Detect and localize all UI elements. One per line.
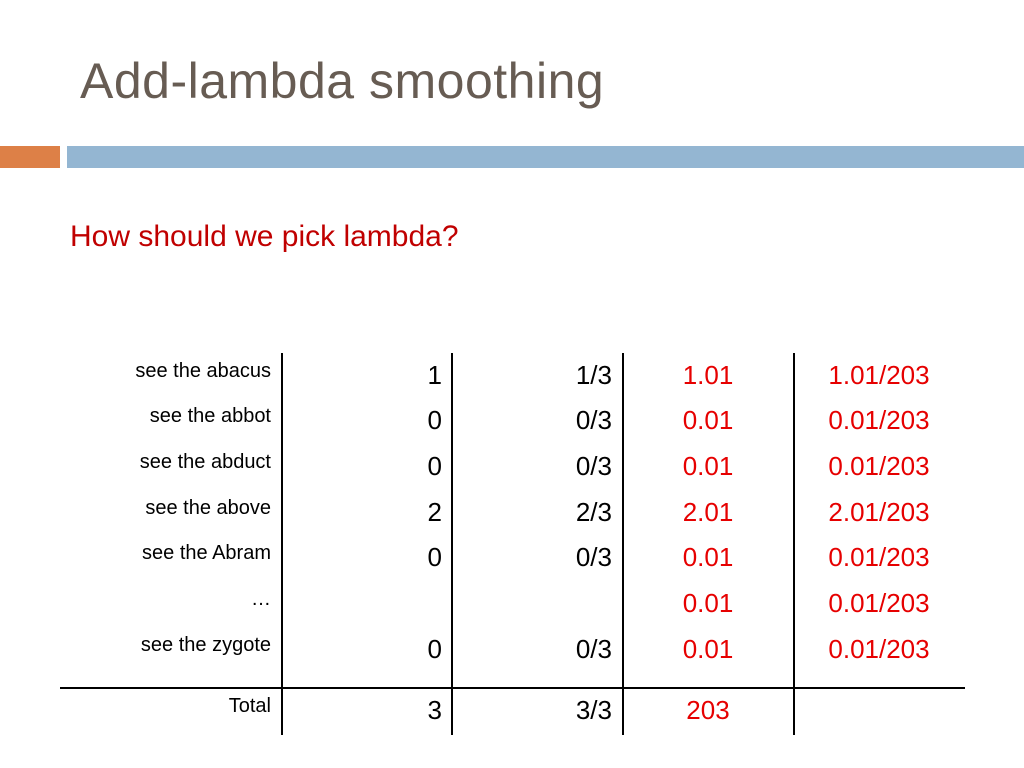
column-divider — [622, 353, 624, 735]
row-smoothed-count: 0.01 — [682, 451, 734, 481]
table-row: see the zygote 0 0/3 0.01 0.01/203 — [60, 627, 965, 673]
total-divider — [60, 687, 965, 689]
row-smoothed-count: 0.01 — [682, 405, 734, 435]
row-count: 0 — [427, 405, 442, 435]
row-smoothed-count: 0.01 — [682, 588, 734, 618]
counts-table: see the abacus 1 1/3 1.01 1.01/203 see t… — [60, 353, 965, 735]
row-fraction: 0/3 — [575, 405, 612, 435]
accent-bar-blue — [67, 146, 1024, 168]
table-row: see the above 2 2/3 2.01 2.01/203 — [60, 490, 965, 536]
table-row: see the abacus 1 1/3 1.01 1.01/203 — [60, 353, 965, 399]
row-count: 0 — [427, 451, 442, 481]
row-label: see the abduct — [139, 451, 271, 473]
row-fraction: 1/3 — [575, 360, 612, 390]
row-label: see the Abram — [142, 542, 271, 564]
row-smoothed-count: 0.01 — [682, 634, 734, 664]
row-smoothed-prob: 0.01/203 — [828, 588, 930, 618]
row-fraction: 2/3 — [575, 497, 612, 527]
slide-subtitle: How should we pick lambda? — [70, 220, 459, 253]
row-fraction: 0/3 — [575, 451, 612, 481]
column-divider — [793, 353, 795, 735]
row-smoothed-count: 2.01 — [682, 497, 734, 527]
row-label-ellipsis: … — [251, 588, 271, 610]
total-smoothed-count: 203 — [686, 695, 730, 725]
row-fraction: 0/3 — [575, 542, 612, 572]
row-smoothed-prob: 1.01/203 — [828, 360, 930, 390]
row-label: see the zygote — [140, 634, 271, 656]
table-row: … 0.01 0.01/203 — [60, 581, 965, 627]
column-divider — [281, 353, 283, 735]
table-row: see the abbot 0 0/3 0.01 0.01/203 — [60, 398, 965, 444]
slide-title: Add-lambda smoothing — [80, 53, 605, 109]
accent-bar-orange — [0, 146, 60, 168]
total-count: 3 — [427, 695, 442, 725]
row-smoothed-prob: 0.01/203 — [828, 542, 930, 572]
table-row: see the abduct 0 0/3 0.01 0.01/203 — [60, 444, 965, 490]
row-smoothed-count: 0.01 — [682, 542, 734, 572]
row-smoothed-prob: 2.01/203 — [828, 497, 930, 527]
row-smoothed-prob: 0.01/203 — [828, 405, 930, 435]
row-smoothed-prob: 0.01/203 — [828, 451, 930, 481]
row-fraction: 0/3 — [575, 634, 612, 664]
row-label: see the above — [145, 497, 271, 519]
row-label: see the abacus — [135, 360, 271, 382]
total-label: Total — [228, 695, 271, 717]
row-smoothed-prob: 0.01/203 — [828, 634, 930, 664]
row-count: 1 — [427, 360, 442, 390]
row-count: 2 — [427, 497, 442, 527]
column-divider — [451, 353, 453, 735]
row-smoothed-count: 1.01 — [682, 360, 734, 390]
total-fraction: 3/3 — [575, 695, 612, 725]
row-count: 0 — [427, 542, 442, 572]
table-row: see the Abram 0 0/3 0.01 0.01/203 — [60, 535, 965, 581]
row-count: 0 — [427, 634, 442, 664]
row-label: see the abbot — [149, 405, 271, 427]
total-row: Total 3 3/3 203 — [60, 688, 965, 734]
